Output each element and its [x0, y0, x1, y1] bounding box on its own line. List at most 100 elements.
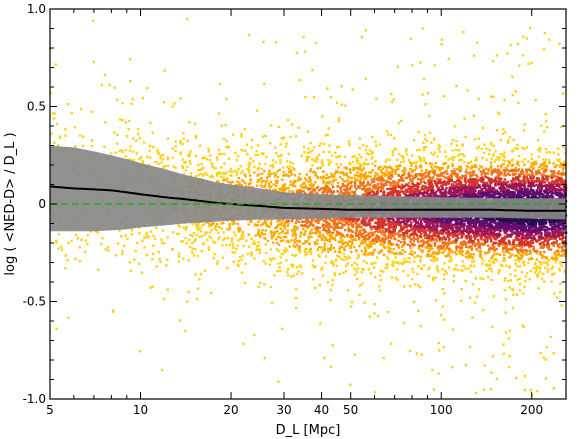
data-point — [545, 346, 548, 349]
data-point — [332, 220, 336, 223]
data-point — [391, 185, 394, 188]
data-point — [357, 217, 361, 221]
data-point — [162, 166, 165, 169]
data-point — [254, 242, 257, 245]
data-point — [469, 264, 472, 267]
data-point — [430, 162, 433, 166]
data-point — [233, 222, 236, 225]
data-point — [80, 238, 83, 241]
data-point — [464, 245, 468, 249]
data-point — [444, 248, 447, 251]
data-point — [345, 173, 348, 176]
data-point — [469, 171, 472, 174]
data-point — [338, 193, 341, 196]
data-point — [124, 121, 128, 124]
data-point — [230, 174, 233, 177]
data-point — [295, 191, 299, 194]
data-point — [441, 241, 444, 244]
data-point — [362, 241, 365, 245]
data-point — [228, 225, 231, 228]
data-point — [380, 249, 384, 252]
data-point — [472, 165, 476, 169]
data-point — [399, 179, 403, 182]
data-point — [327, 127, 330, 130]
data-point — [368, 241, 372, 244]
data-point — [415, 174, 418, 178]
data-point — [179, 240, 183, 243]
data-point — [341, 178, 344, 181]
data-point — [304, 224, 307, 227]
data-point — [357, 160, 360, 163]
data-point — [529, 252, 532, 255]
data-point — [442, 346, 445, 349]
data-point — [182, 132, 185, 135]
data-point — [389, 223, 392, 227]
data-point — [264, 243, 268, 246]
data-point — [324, 261, 327, 264]
data-point — [381, 229, 384, 232]
data-point — [55, 327, 58, 330]
data-point — [378, 229, 381, 232]
data-point — [557, 176, 560, 180]
data-point — [233, 169, 236, 173]
data-point — [495, 377, 498, 381]
data-point — [367, 189, 370, 192]
data-point — [505, 250, 508, 254]
data-point — [379, 278, 383, 282]
data-point — [520, 246, 524, 249]
data-point — [504, 170, 507, 173]
data-point — [516, 147, 519, 150]
data-point — [280, 189, 283, 192]
data-point — [141, 160, 144, 163]
data-point — [231, 133, 235, 136]
data-point — [272, 241, 275, 244]
data-point — [503, 279, 506, 282]
data-point — [254, 234, 257, 237]
data-point — [467, 267, 470, 270]
data-point — [482, 259, 485, 262]
data-point — [394, 260, 398, 264]
data-point — [460, 250, 463, 253]
data-point — [375, 187, 378, 190]
data-point — [478, 178, 481, 182]
data-point — [549, 335, 553, 339]
data-point — [564, 240, 567, 243]
data-point — [268, 263, 272, 266]
data-point — [480, 173, 483, 176]
data-point — [209, 154, 212, 157]
data-point — [304, 251, 307, 254]
data-point — [398, 233, 401, 236]
data-point — [369, 175, 372, 178]
data-point — [321, 161, 324, 164]
data-point — [336, 146, 339, 149]
data-point — [361, 267, 364, 271]
data-point — [354, 269, 358, 272]
data-point — [358, 153, 361, 156]
data-point — [446, 241, 449, 245]
data-point — [269, 259, 273, 262]
data-point — [556, 243, 559, 246]
data-point — [379, 250, 382, 253]
data-point — [437, 341, 440, 345]
data-point — [542, 261, 546, 264]
data-point — [166, 158, 170, 161]
data-point — [250, 146, 254, 149]
data-point — [203, 269, 207, 272]
data-point — [127, 127, 130, 131]
data-point — [505, 168, 509, 171]
data-point — [315, 160, 318, 164]
data-point — [550, 256, 553, 259]
data-point — [312, 159, 316, 162]
data-point — [408, 349, 412, 353]
data-point — [542, 166, 546, 170]
data-point — [394, 190, 397, 193]
data-point — [532, 163, 535, 166]
data-point — [511, 247, 514, 250]
data-point — [338, 247, 341, 251]
data-point — [336, 233, 339, 236]
data-point — [561, 247, 564, 250]
data-point — [134, 249, 137, 253]
data-point — [387, 177, 390, 180]
data-point — [147, 235, 150, 238]
data-point — [374, 217, 377, 220]
